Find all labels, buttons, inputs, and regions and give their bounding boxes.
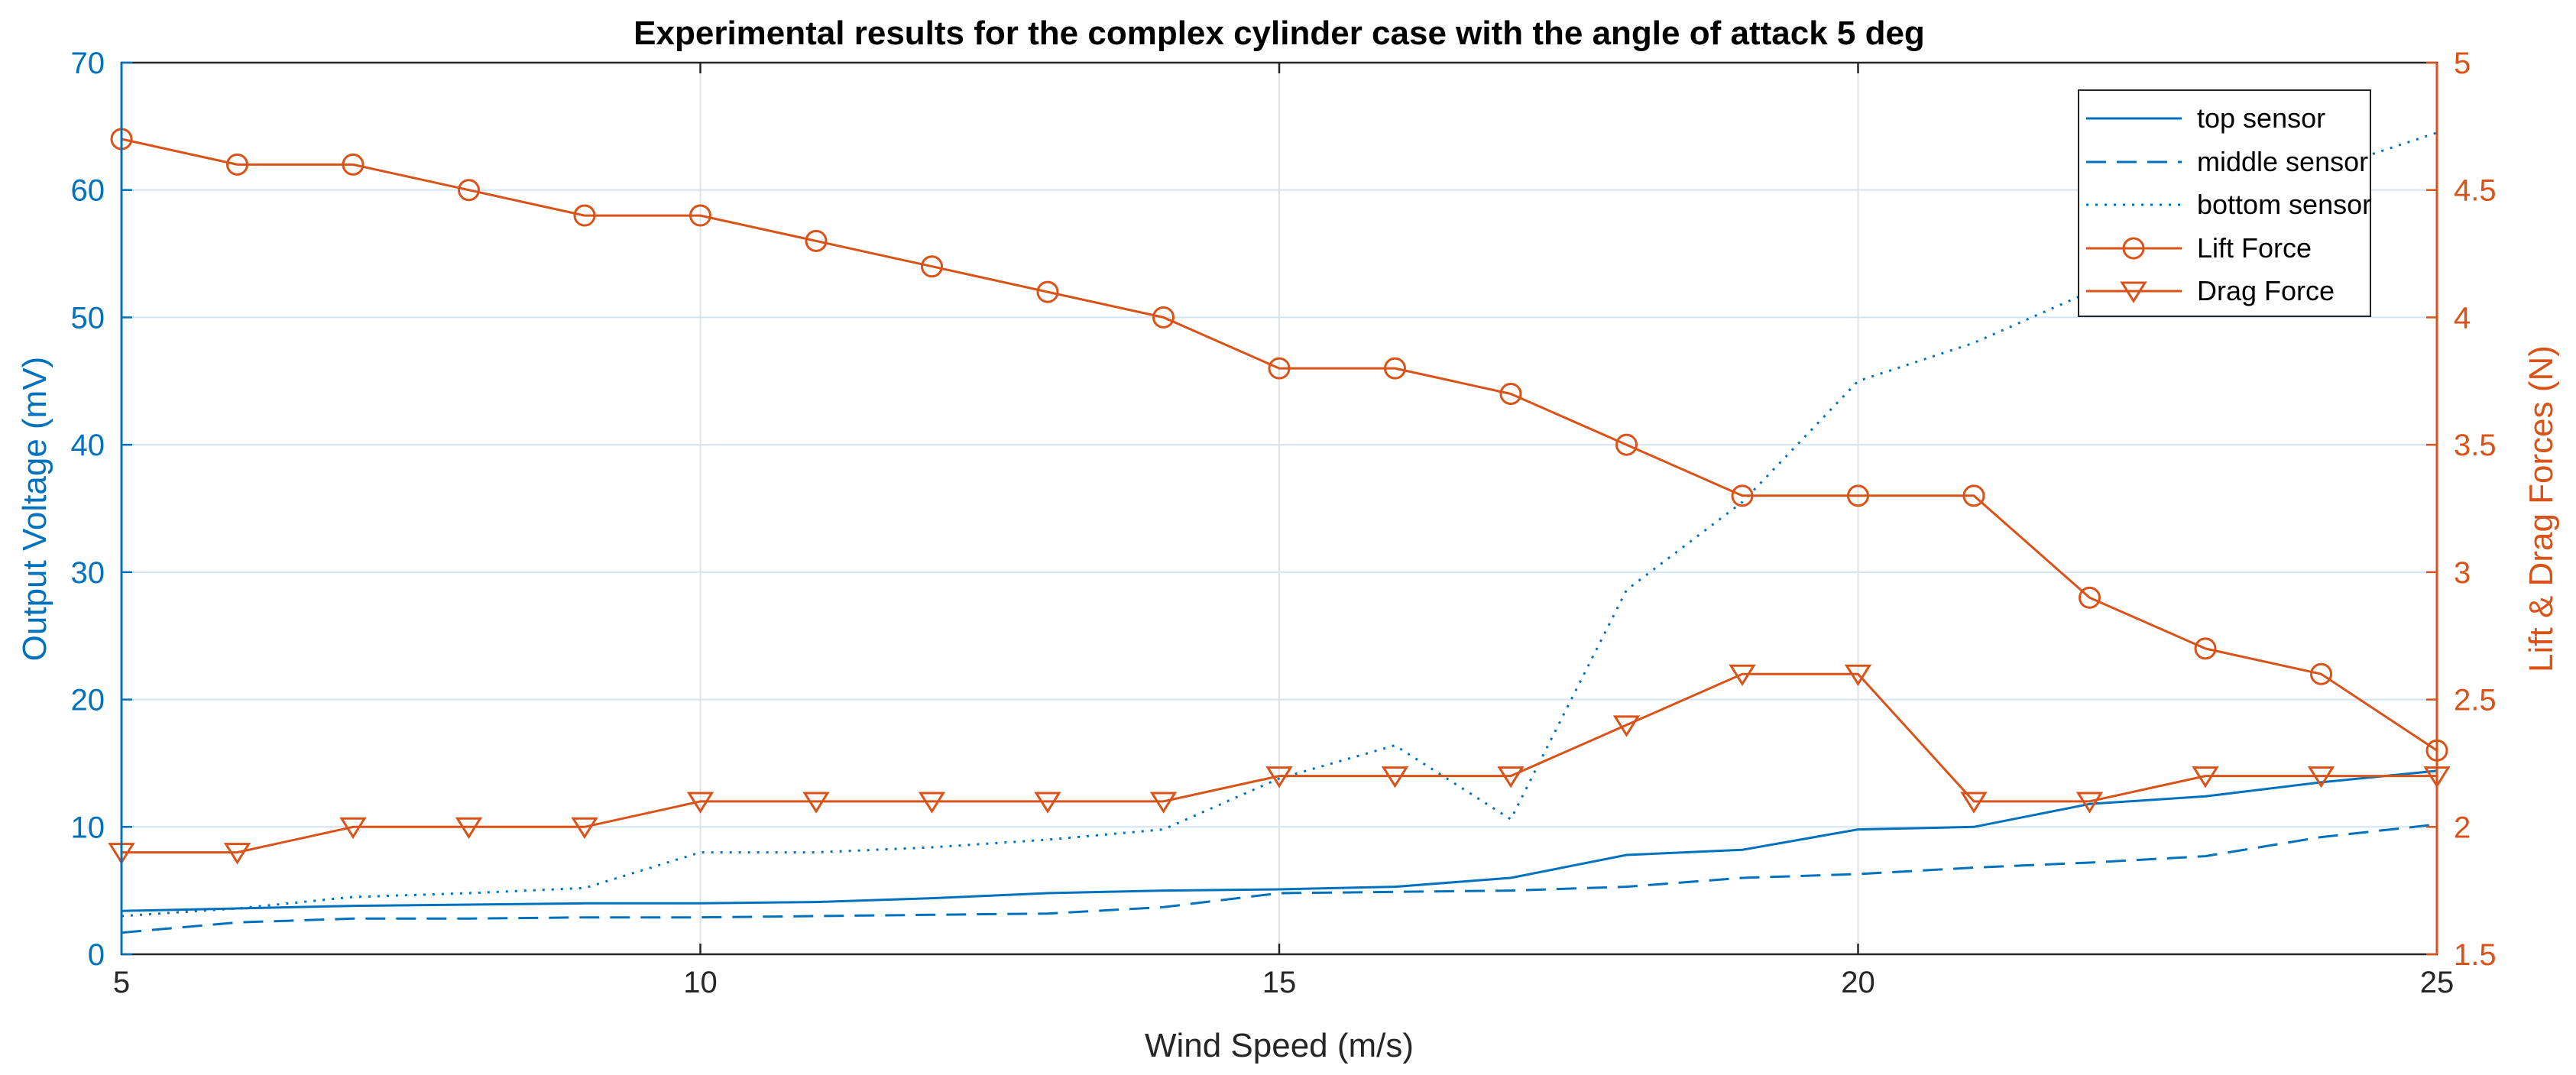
y-right-tick-label: 1.5 <box>2454 938 2497 972</box>
data-point-drag-force <box>2192 766 2219 788</box>
series-group <box>108 128 2451 934</box>
data-point-lift-force <box>342 153 365 176</box>
y-right-tick-label: 2.5 <box>2454 684 2497 717</box>
data-point-drag-force <box>571 817 598 840</box>
y-left-tick-label: 20 <box>71 684 105 717</box>
data-point-lift-force <box>2194 637 2217 660</box>
axes-group: 5 10 15 20 25 0 10 20 30 40 50 60 70 1.5 2 2.5 3 3.5 4 4.5 5 <box>71 47 2497 999</box>
data-point-lift-force <box>805 229 828 252</box>
data-point-lift-force <box>1268 357 1291 380</box>
data-point-lift-force <box>226 153 248 176</box>
legend-box <box>2078 89 2371 317</box>
data-point-drag-force <box>918 792 946 814</box>
y-left-tick-label: 10 <box>71 811 105 844</box>
legend-label-top-sensor: top sensor <box>2197 102 2325 134</box>
x-tick-label: 5 <box>113 966 130 999</box>
data-point-lift-force <box>1615 433 1638 456</box>
data-point-lift-force <box>2079 586 2101 609</box>
data-point-lift-force <box>1152 306 1175 329</box>
y-right-tick-label: 4.5 <box>2454 174 2497 208</box>
data-point-lift-force <box>1847 484 1869 507</box>
y-left-tick-label: 70 <box>71 47 105 80</box>
legend-marker-drag-force <box>2120 281 2147 303</box>
chart-title: Experimental results for the complex cyl… <box>633 15 1925 52</box>
legend-label-drag-force: Drag Force <box>2197 275 2335 306</box>
data-point-drag-force <box>1149 792 1178 814</box>
legend-entry-bottom-sensor: bottom sensor <box>2086 189 2371 220</box>
legend: top sensor middle sensor bottom sensor L… <box>2078 89 2371 317</box>
y-right-tick-label: 5 <box>2454 47 2471 80</box>
data-point-drag-force <box>455 817 483 840</box>
y-left-tick-label: 50 <box>71 301 105 335</box>
data-point-drag-force <box>686 792 714 814</box>
data-point-lift-force <box>921 255 943 278</box>
legend-entry-lift-force: Lift Force <box>2086 232 2312 264</box>
legend-entry-middle-sensor: middle sensor <box>2086 146 2368 177</box>
y-right-tick-label: 3 <box>2454 556 2471 590</box>
legend-entry-top-sensor: top sensor <box>2086 102 2325 134</box>
series-line-lift-force <box>121 138 2438 752</box>
x-tick-label: 10 <box>683 966 718 999</box>
y-axis-label-left: Output Voltage (mV) <box>16 357 53 662</box>
series-line-drag-force <box>122 672 2437 854</box>
y-axis-label-right: Lift & Drag Forces (N) <box>2523 345 2560 672</box>
data-point-drag-force <box>2075 792 2104 814</box>
series-line-middle-sensor <box>121 823 2438 934</box>
y-left-tick-label: 0 <box>88 938 105 972</box>
series-line-top-sensor <box>121 769 2438 912</box>
data-point-drag-force <box>1497 766 1525 788</box>
legend-label-bottom-sensor: bottom sensor <box>2197 189 2371 220</box>
x-tick-label: 25 <box>2420 966 2454 999</box>
data-point-drag-force <box>1034 792 1061 814</box>
y-right-tick-label: 2 <box>2454 811 2471 844</box>
x-tick-label: 15 <box>1262 966 1297 999</box>
x-tick-label: 20 <box>1841 966 1875 999</box>
legend-marker-lift-force <box>2122 237 2145 260</box>
y-left-tick-label: 30 <box>71 556 105 590</box>
y-left-tick-label: 60 <box>71 174 105 208</box>
data-point-drag-force <box>1381 766 1409 788</box>
legend-label-middle-sensor: middle sensor <box>2197 146 2368 177</box>
data-point-drag-force <box>1844 664 1872 687</box>
data-point-lift-force <box>1731 484 1754 507</box>
data-point-lift-force <box>1384 357 1406 380</box>
legend-entry-drag-force: Drag Force <box>2086 275 2335 306</box>
data-point-lift-force <box>689 204 711 227</box>
y-right-tick-label: 4 <box>2454 301 2471 335</box>
x-axis-label: Wind Speed (m/s) <box>1145 1027 1414 1064</box>
series-line-bottom-sensor <box>121 131 2438 918</box>
data-point-drag-force <box>223 843 251 865</box>
y-left-tick-label: 40 <box>71 429 105 462</box>
data-point-drag-force <box>1960 792 1988 814</box>
data-point-drag-force <box>2307 766 2335 788</box>
data-point-drag-force <box>1729 664 1756 687</box>
data-point-lift-force <box>458 179 480 202</box>
data-point-drag-force <box>1265 766 1293 788</box>
legend-label-lift-force: Lift Force <box>2197 232 2312 264</box>
data-point-drag-force <box>1612 715 1641 737</box>
data-point-drag-force <box>339 817 367 840</box>
data-point-lift-force <box>1962 484 1985 507</box>
data-point-lift-force <box>1036 280 1059 303</box>
data-point-lift-force <box>2310 662 2332 685</box>
data-point-lift-force <box>573 204 596 227</box>
y-right-tick-label: 3.5 <box>2454 429 2497 462</box>
data-point-lift-force <box>1499 382 1522 405</box>
data-point-drag-force <box>802 792 830 814</box>
